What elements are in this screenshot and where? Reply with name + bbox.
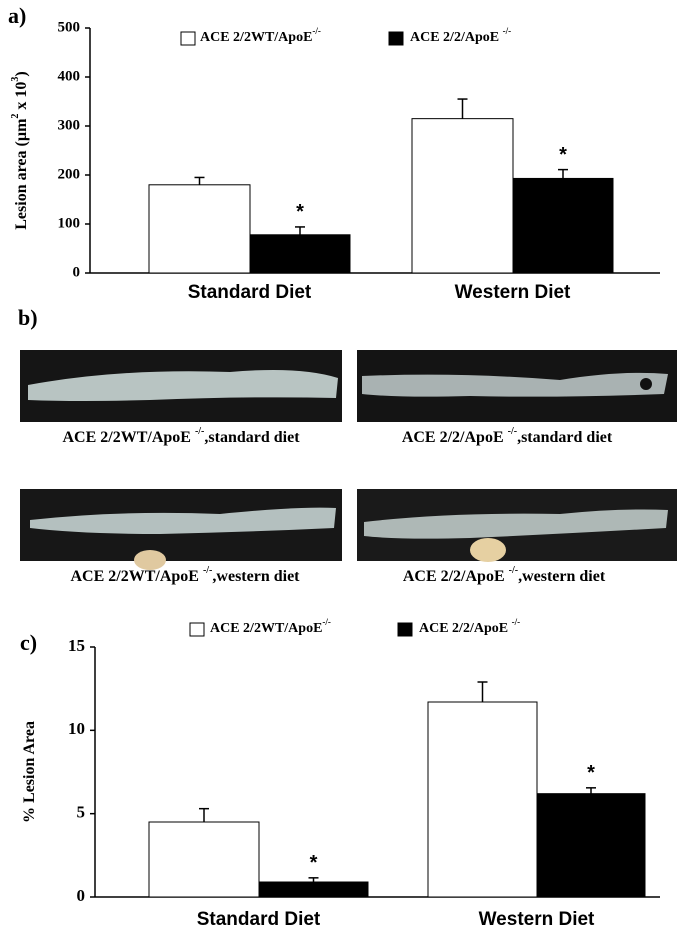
bar <box>258 881 369 898</box>
text-part: x 10 <box>13 82 30 114</box>
text-part: % Lesion Area <box>21 721 38 823</box>
photo-caption: ACE 2/2WT/ApoE -/-,western diet <box>70 565 300 584</box>
x-tick-label: Western Diet <box>479 909 595 930</box>
photos <box>20 350 677 570</box>
text-part: ACE 2/2/ApoE <box>410 30 503 45</box>
text-part: ACE 2/2WT/ApoE <box>62 429 194 446</box>
photo-vessel <box>362 372 668 397</box>
legend-label: ACE 2/2/ApoE -/- <box>410 26 511 45</box>
legend-swatch <box>397 622 413 637</box>
y-axis-label: % Lesion Area <box>21 721 38 823</box>
text-part: ,western diet <box>212 568 300 585</box>
text-part: ,standard diet <box>204 429 300 446</box>
y-tick-label: 300 <box>58 117 81 133</box>
text-part: ACE 2/2WT/ApoE <box>200 30 312 45</box>
photo-caption: ACE 2/2/ApoE -/-,western diet <box>403 565 606 584</box>
text-part: ACE 2/2/ApoE <box>402 429 508 446</box>
significance-mark: * <box>296 201 304 223</box>
x-tick-label: Western Diet <box>455 282 571 303</box>
superscript: -/- <box>195 426 204 437</box>
photo-vessel <box>28 370 338 401</box>
error-bar <box>194 176 205 185</box>
bar <box>427 701 538 898</box>
y-tick-label: 10 <box>68 719 85 738</box>
significance-mark: * <box>587 762 595 784</box>
significance-mark: * <box>559 144 567 166</box>
y-tick-label: 400 <box>58 68 81 84</box>
y-tick-label: 0 <box>77 886 86 905</box>
photo-vessel <box>30 507 336 534</box>
text-part: ,standard diet <box>517 429 613 446</box>
text-part: ,western diet <box>518 568 606 585</box>
text-part: Lesion area (µm <box>13 118 30 230</box>
text-part: ACE 2/2/ApoE <box>403 568 509 585</box>
superscript: -/- <box>512 617 521 627</box>
photo-detail <box>134 550 166 570</box>
superscript: -/- <box>509 565 518 576</box>
error-bar <box>199 807 209 822</box>
significance-mark: * <box>310 852 318 874</box>
text-part: ACE 2/2WT/ApoE <box>70 568 202 585</box>
bar <box>536 793 646 898</box>
text-part: ) <box>13 71 30 76</box>
panel-label: b) <box>18 305 38 330</box>
photo-caption: ACE 2/2/ApoE -/-,standard diet <box>402 426 613 445</box>
panel-label: a) <box>8 3 26 28</box>
x-tick-label: Standard Diet <box>197 909 321 930</box>
superscript: -/- <box>203 565 212 576</box>
y-axis-label: Lesion area (µm2 x 103) <box>10 71 29 229</box>
superscript: -/- <box>322 617 331 627</box>
bar <box>411 118 514 274</box>
superscript: 2 <box>10 114 21 119</box>
superscript: -/- <box>508 426 517 437</box>
panel-label: c) <box>20 630 37 655</box>
legend-swatch <box>180 31 196 46</box>
y-tick-label: 200 <box>58 166 81 182</box>
photo-vessel <box>364 509 668 539</box>
bar <box>148 184 251 274</box>
bar <box>249 234 351 274</box>
superscript: 3 <box>10 77 21 82</box>
error-bar <box>308 877 319 882</box>
legend-swatch <box>189 622 205 637</box>
superscript: -/- <box>312 26 321 36</box>
error-bar <box>295 226 305 235</box>
superscript: -/- <box>503 26 512 36</box>
text-part: ACE 2/2WT/ApoE <box>210 621 322 636</box>
bar <box>512 177 614 274</box>
error-bar <box>586 787 596 794</box>
y-tick-label: 5 <box>77 803 86 822</box>
bar <box>148 821 260 898</box>
y-tick-label: 15 <box>68 636 85 655</box>
text-part: ACE 2/2/ApoE <box>419 621 512 636</box>
y-tick-label: 100 <box>58 215 81 231</box>
legend-swatch <box>388 31 404 46</box>
error-bar <box>457 98 468 119</box>
y-tick-label: 500 <box>58 19 81 35</box>
legend-label: ACE 2/2/ApoE -/- <box>419 617 520 636</box>
legend-label: ACE 2/2WT/ApoE-/- <box>200 26 321 45</box>
photo-detail <box>640 378 652 390</box>
photo-detail <box>470 538 506 562</box>
error-bar <box>558 168 568 179</box>
error-bar <box>477 681 488 702</box>
y-tick-label: 0 <box>73 264 81 280</box>
photo-caption: ACE 2/2WT/ApoE -/-,standard diet <box>62 426 300 445</box>
x-tick-label: Standard Diet <box>188 282 312 303</box>
legend-label: ACE 2/2WT/ApoE-/- <box>210 617 331 636</box>
